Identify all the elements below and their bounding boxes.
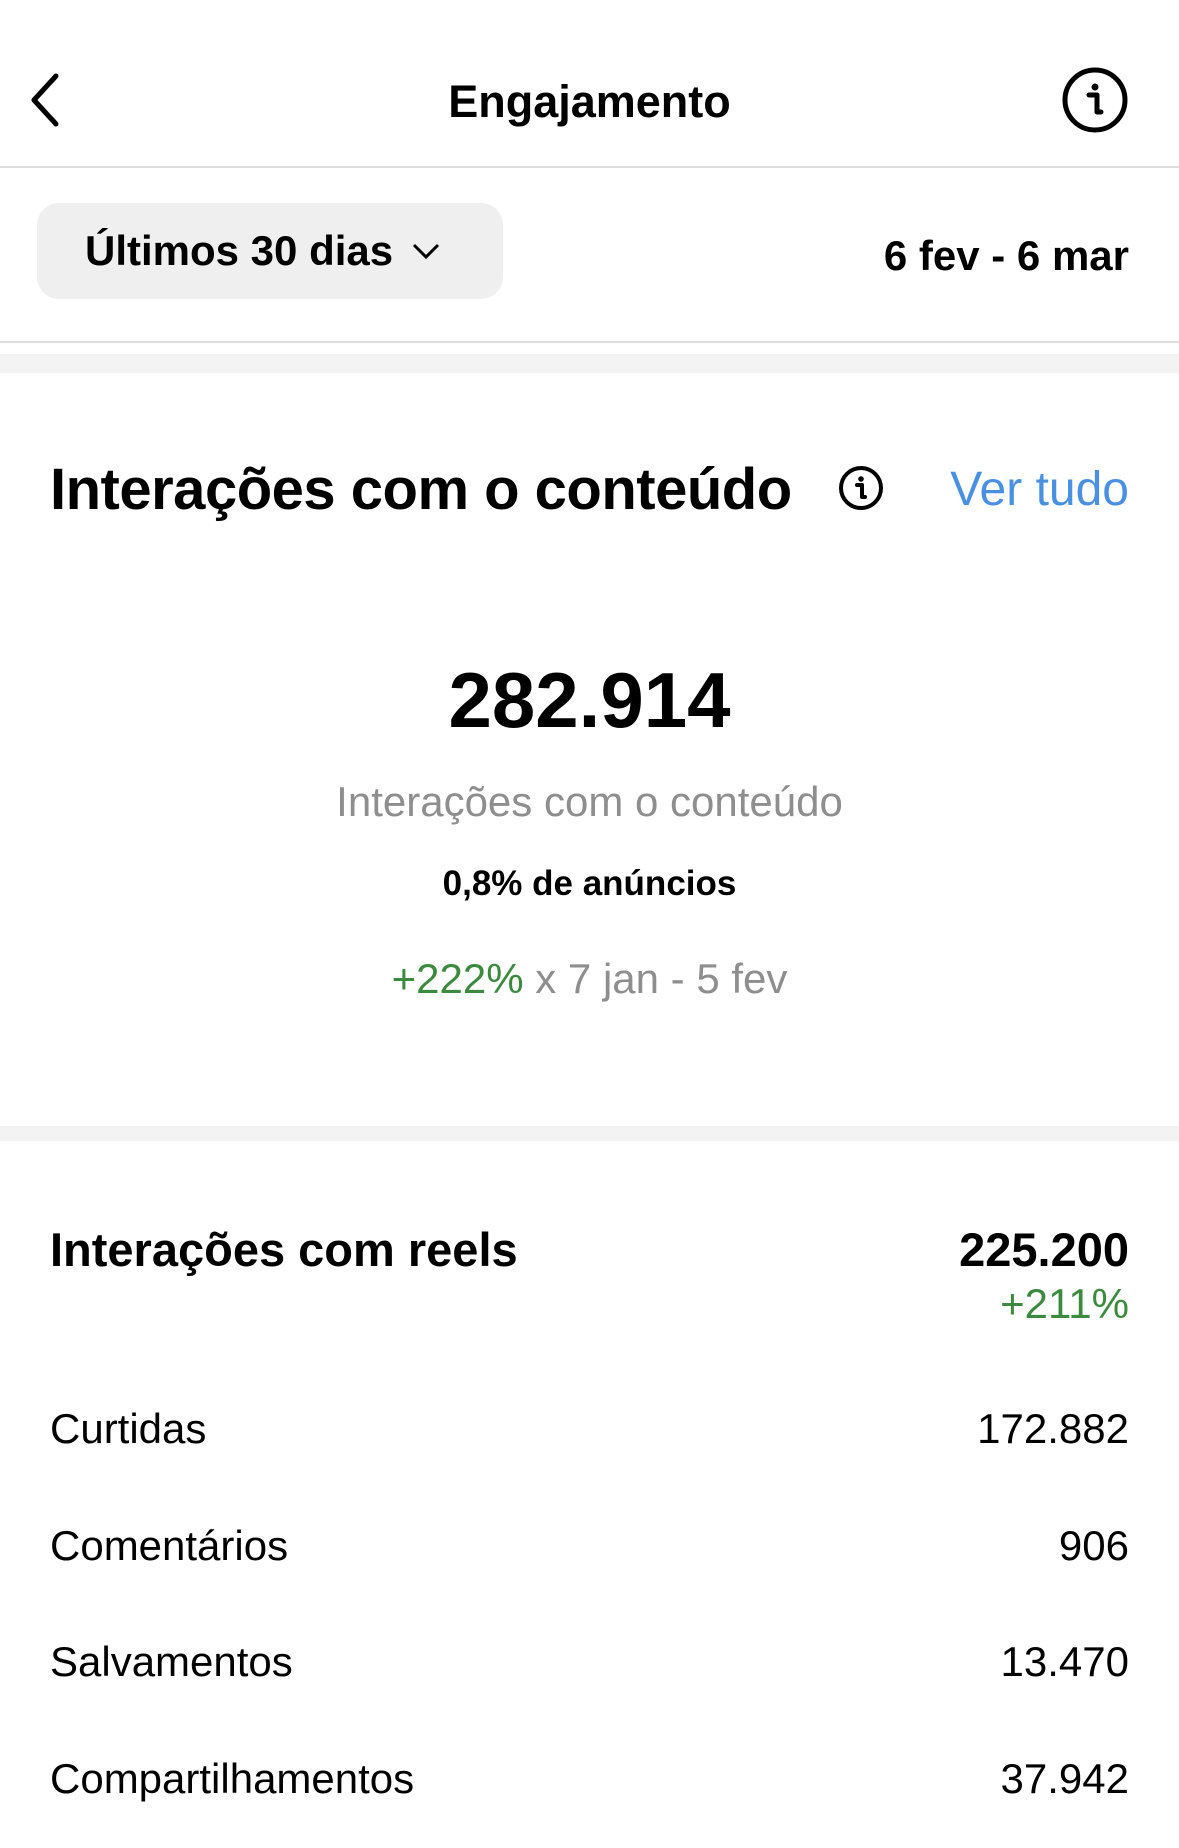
period-dropdown[interactable]: Últimos 30 dias <box>37 203 503 299</box>
total-interactions: 282.914 <box>448 656 731 744</box>
section-separator <box>0 1126 1179 1141</box>
metric-value: 906 <box>1058 1522 1129 1569</box>
list-item: Salvamentos 13.470 <box>50 1638 1129 1686</box>
section-title: Interações com o conteúdo <box>50 457 792 522</box>
reels-change: +211% <box>1000 1280 1129 1327</box>
period-label: Últimos 30 dias <box>85 227 394 274</box>
reels-interactions-label: Interações com reels <box>50 1223 518 1276</box>
date-range: 6 fev - 6 mar <box>883 232 1129 279</box>
see-all-link[interactable]: Ver tudo <box>950 463 1129 516</box>
ads-share: 0,8% de anúncios <box>442 864 737 903</box>
metric-value: 13.470 <box>1000 1638 1129 1685</box>
header-divider <box>0 166 1179 168</box>
info-icon[interactable] <box>1061 66 1129 134</box>
metric-label: Curtidas <box>50 1405 207 1452</box>
change-percent: +222% <box>391 955 524 1002</box>
metric-value: 172.882 <box>977 1405 1129 1452</box>
metric-value: 37.942 <box>1000 1755 1129 1802</box>
list-item: Compartilhamentos 37.942 <box>50 1755 1129 1803</box>
chevron-down-icon <box>413 243 440 260</box>
list-item: Curtidas 172.882 <box>50 1405 1129 1453</box>
comparison: +222% x 7 jan - 5 fev <box>0 955 1179 1003</box>
back-chevron-icon[interactable] <box>26 70 66 130</box>
section-separator <box>0 354 1179 373</box>
page-title: Engajamento <box>448 76 731 127</box>
divider <box>0 341 1179 343</box>
reels-interactions-value: 225.200 <box>959 1223 1129 1276</box>
metric-label: Comentários <box>50 1522 289 1569</box>
total-label: Interações com o conteúdo <box>336 778 843 825</box>
info-icon[interactable] <box>838 465 884 511</box>
metric-label: Compartilhamentos <box>50 1755 415 1802</box>
metric-label: Salvamentos <box>50 1638 293 1685</box>
list-item: Comentários 906 <box>50 1522 1129 1570</box>
compare-period: x 7 jan - 5 fev <box>535 955 788 1002</box>
